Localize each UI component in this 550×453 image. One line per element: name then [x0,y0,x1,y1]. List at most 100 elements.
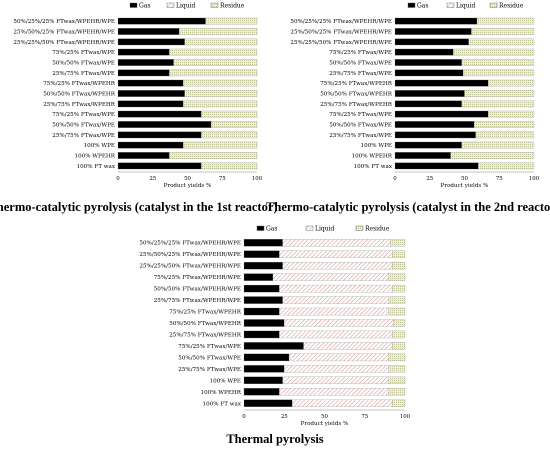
category-label: 25%/50%/25% FTwax/WPEHR/WPE [139,252,241,258]
bar-residue [201,131,258,139]
bar-gas [117,48,170,56]
bar-residue [461,100,535,108]
bar-gas [394,28,472,35]
chart-1: Gas Liquid Residue 50%/25%/25% FTwax/WPEHR/… [0,3,278,215]
category-label: 50%/25%/25% FTwax/WPEHR/WPE [290,19,392,25]
legend-label-residue: Residue [220,3,245,10]
x-axis-title: Product yields % [301,421,349,427]
bar-gas [117,28,180,35]
x-tick-label: 0 [116,176,120,182]
bar-residue [471,28,535,35]
bar-gas [243,353,290,362]
bar-gas [394,38,469,46]
bar-residue [474,121,535,128]
bar-residue [391,261,406,270]
bar-gas [243,319,285,327]
bar-residue [201,162,258,170]
bar-gas [243,399,293,407]
x-tick-label: 50 [461,176,468,182]
category-label: 75%/25% FTwax/WPEHR/WPE [154,275,241,281]
bar-liquid [282,261,393,270]
bar-gas [394,162,479,170]
category-label: 50%/50% FTwax/WPE [52,123,115,129]
bar-residue [488,110,535,118]
bar-gas [117,110,202,118]
bar-residue [453,48,535,56]
category-label: 50%/50% FTwax/WPE [329,123,392,129]
bar-gas [394,131,476,139]
category-label: 25%/75% FTwax/WPEHR [169,332,242,338]
bar-gas [243,296,283,304]
legend-label-liquid: Liquid [315,226,335,233]
x-tick-label: 50 [321,414,328,420]
category-label: 25%/25%/50% FTwax/WPEHR/WPE [139,264,241,270]
bar-residue [388,388,406,396]
x-tick-label: 100 [252,176,263,182]
category-label: 50%/50% FTwax/WPEHR/WPE [154,287,241,293]
legend-swatch-gas [407,2,416,8]
category-label: 100% FT wax [354,164,393,170]
category-label: 100% WPE [84,143,115,149]
legend-label-liquid: Liquid [456,3,476,10]
legend-label-gas: Gas [417,3,428,10]
x-tick-label: 75 [219,176,226,182]
x-axis-title: Product yields % [164,183,212,189]
bar-residue [388,353,406,362]
category-label: 25%/75% FTwax/WPE [329,133,392,139]
legend-label-residue: Residue [365,226,390,233]
bar-residue [179,28,258,35]
bar-gas [394,59,462,66]
x-tick-label: 25 [149,176,156,182]
bar-residue [391,330,406,339]
category-label: 75%/25% FTwax/WPE [52,112,115,118]
bar-residue [183,100,258,108]
bar-gas [243,250,280,258]
bar-residue [468,38,535,46]
bar-liquid [279,330,393,339]
bar-gas [117,100,184,108]
legend-swatch-residue [489,2,498,8]
bar-residue [169,152,258,159]
chart-title: Thermal pyrolysis [226,432,323,446]
bar-residue [390,239,406,247]
category-label: 50%/50% FTwax/WPEHR [320,92,393,98]
bar-residue [205,17,258,25]
x-tick-label: 50 [184,176,191,182]
bar-residue [462,69,535,77]
legend-label-residue: Residue [499,3,524,10]
bar-residue [464,90,535,97]
chart-2: Gas Liquid Residue 50%/25%/25% FTwax/WPEHR/… [266,3,550,215]
bar-gas [243,330,280,339]
category-label: 75%/25% FTwax/WPEHR [169,310,242,316]
bar-residue [450,152,535,159]
bar-residue [388,376,406,385]
category-label: 75%/25% FTwax/WPE [178,344,241,350]
bar-residue [184,90,258,97]
legend-swatch-liquid [305,225,314,231]
category-label: 50%/50% FTwax/WPEHR [43,92,116,98]
bar-liquid [272,273,390,281]
bar-gas [117,38,185,46]
bar-gas [243,284,280,293]
category-label: 75%/25% FTwax/WPEHR [43,81,116,87]
bar-residue [391,250,406,258]
bar-liquid [292,399,393,407]
bar-liquid [284,365,390,373]
x-tick-label: 75 [361,414,368,420]
legend-label-liquid: Liquid [176,3,196,10]
category-label: 100% FT wax [77,164,116,170]
legend-swatch-gas [256,225,265,231]
x-tick-label: 0 [393,176,397,182]
bar-gas [243,273,274,281]
bar-residue [211,121,258,128]
bar-gas [243,376,283,385]
x-tick-label: 100 [529,176,540,182]
bar-liquid [282,376,390,385]
bar-residue [201,110,258,118]
bar-residue [391,342,406,350]
category-label: 25%/75% FTwax/WPE [52,71,115,77]
bar-liquid [303,342,393,350]
category-label: 100% WPEHR [75,154,116,160]
bar-residue [461,141,535,149]
bar-gas [243,239,283,247]
